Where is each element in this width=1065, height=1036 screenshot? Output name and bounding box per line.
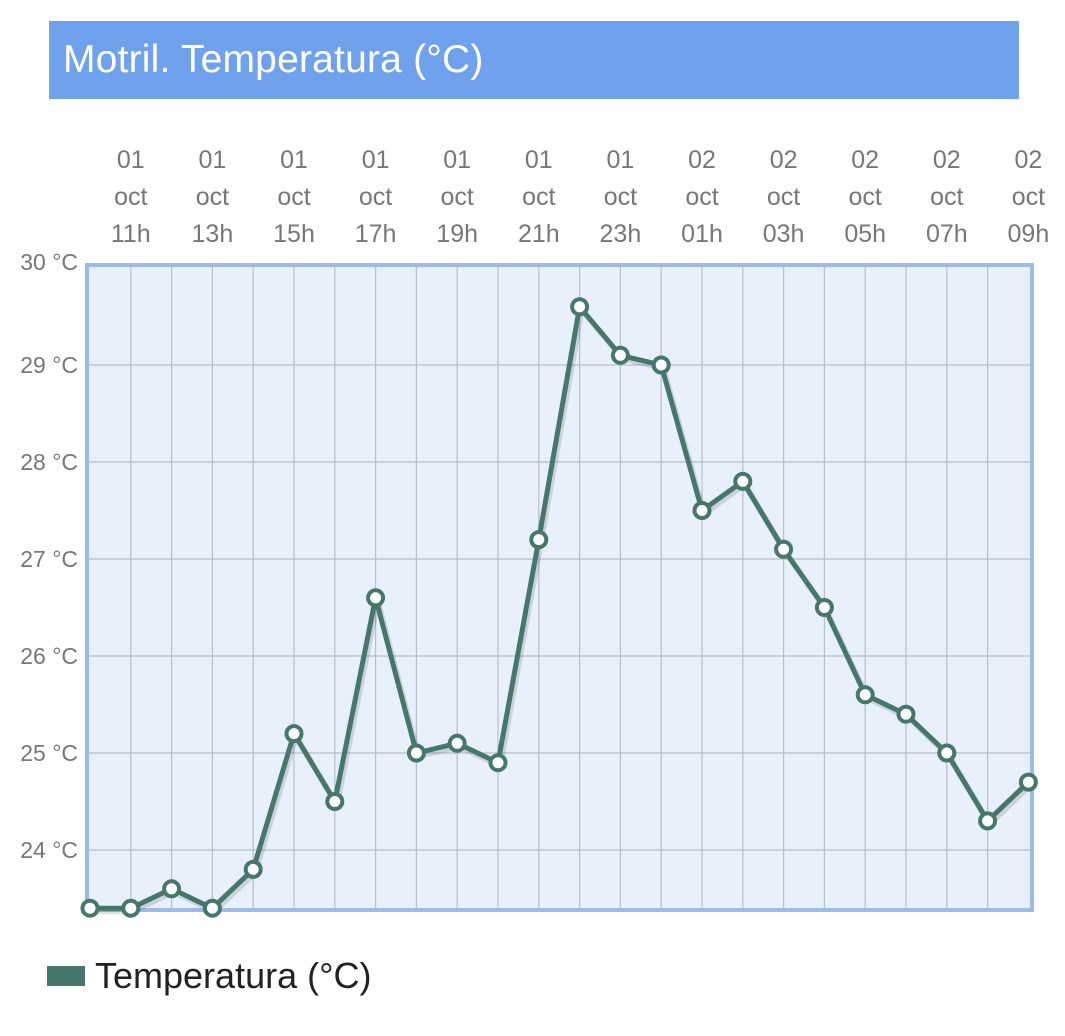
y-tick-label: 30 °C: [20, 249, 78, 275]
data-point: [162, 879, 182, 899]
x-tick-label: 01 oct 13h: [192, 146, 234, 248]
y-tick-label: 27 °C: [20, 546, 78, 572]
data-point: [937, 743, 957, 763]
data-point: [814, 598, 834, 617]
data-point: [325, 792, 345, 811]
y-tick-label: 25 °C: [20, 740, 78, 766]
y-tick-label: 24 °C: [20, 837, 78, 863]
data-point: [692, 501, 712, 520]
x-tick-label: 01 oct 11h: [111, 146, 151, 248]
data-point: [80, 898, 100, 918]
chart-title-bar: Motril. Temperatura (°C): [49, 21, 1019, 99]
data-point: [774, 539, 794, 559]
x-tick-label: 02 oct 09h: [1008, 146, 1050, 248]
data-point: [570, 297, 590, 317]
data-point: [529, 530, 549, 550]
data-point: [978, 811, 998, 831]
legend-swatch: [47, 966, 85, 986]
data-point: [1018, 772, 1038, 792]
data-point: [447, 733, 467, 753]
data-point: [896, 704, 916, 724]
y-tick-label: 28 °C: [20, 449, 78, 475]
y-tick-label: 29 °C: [20, 352, 78, 378]
x-tick-label: 01 oct 23h: [600, 146, 642, 248]
data-point: [366, 588, 386, 608]
x-tick-label: 01 oct 17h: [355, 146, 397, 248]
legend-label: Temperatura (°C): [95, 955, 372, 996]
plot-area: [87, 265, 1032, 910]
plot-border: [85, 263, 1034, 912]
data-point: [121, 898, 141, 918]
data-point: [488, 753, 508, 773]
x-tick-label: 02 oct 07h: [926, 146, 968, 248]
chart-title: Motril. Temperatura (°C): [63, 38, 484, 81]
y-tick-label: 26 °C: [20, 643, 78, 669]
data-point: [855, 685, 875, 705]
data-point: [651, 355, 671, 375]
data-point: [284, 724, 304, 744]
data-point: [733, 471, 753, 491]
data-point: [406, 743, 426, 763]
chart-legend: Temperatura (°C): [47, 955, 371, 997]
x-tick-label: 01 oct 21h: [518, 146, 560, 248]
x-tick-label: 01 oct 19h: [436, 146, 478, 248]
data-point: [243, 859, 263, 879]
data-point: [610, 345, 630, 365]
x-tick-label: 02 oct 01h: [681, 146, 723, 248]
x-tick-label: 02 oct 05h: [844, 146, 886, 248]
x-tick-label: 02 oct 03h: [763, 146, 805, 248]
data-point: [202, 898, 222, 918]
x-tick-label: 01 oct 15h: [273, 146, 315, 248]
